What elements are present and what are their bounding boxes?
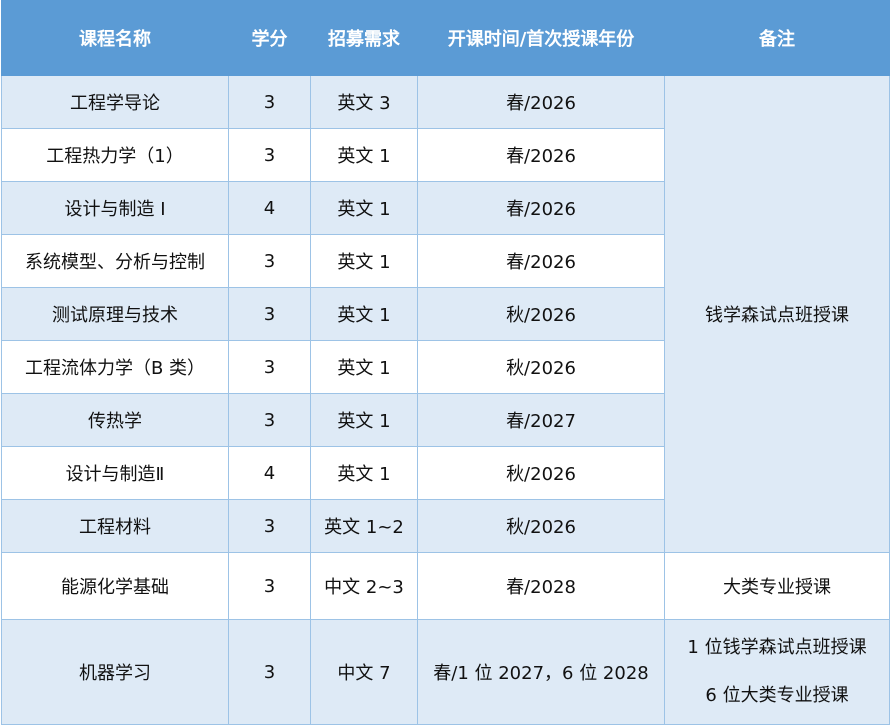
cell-name: 设计与制造Ⅱ (1, 446, 229, 500)
cell-time: 春/2026 (417, 75, 665, 129)
cell-credit: 3 (228, 619, 311, 725)
table-row: 工程学导论 3 英文 3 春/2026 钱学森试点班授课 (1, 75, 890, 553)
cell-name: 传热学 (1, 393, 229, 447)
table-row: 设计与制造Ⅱ 4 英文 1 秋/2026 (1, 446, 890, 500)
cell-note: 1 位钱学森试点班授课 6 位大类专业授课 (664, 619, 890, 725)
table-row: 系统模型、分析与控制 3 英文 1 春/2026 (1, 234, 890, 288)
table-row: 工程热力学（1） 3 英文 1 春/2026 (1, 128, 890, 182)
cell-time: 春/2028 (417, 552, 665, 620)
cell-credit: 3 (228, 287, 311, 341)
cell-credit: 4 (228, 181, 311, 235)
cell-credit: 3 (228, 75, 311, 129)
cell-credit: 3 (228, 234, 311, 288)
cell-credit: 3 (228, 128, 311, 182)
cell-time: 秋/2026 (417, 499, 665, 553)
cell-note-merged: 钱学森试点班授课 (664, 75, 890, 553)
cell-time: 秋/2026 (417, 287, 665, 341)
cell-req: 英文 1 (310, 446, 418, 500)
cell-req: 英文 1 (310, 287, 418, 341)
cell-time: 春/2026 (417, 181, 665, 235)
cell-name: 能源化学基础 (1, 552, 229, 620)
table-row: 能源化学基础 3 中文 2~3 春/2028 大类专业授课 (1, 552, 890, 620)
cell-time: 春/2027 (417, 393, 665, 447)
cell-time: 春/2026 (417, 234, 665, 288)
cell-req: 英文 1~2 (310, 499, 418, 553)
note-line: 6 位大类专业授课 (705, 685, 849, 706)
cell-req: 中文 7 (310, 619, 418, 725)
cell-req: 英文 1 (310, 393, 418, 447)
cell-credit: 3 (228, 552, 311, 620)
cell-req: 中文 2~3 (310, 552, 418, 620)
cell-name: 工程流体力学（B 类） (1, 340, 229, 394)
cell-time: 春/1 位 2027，6 位 2028 (417, 619, 665, 725)
cell-req: 英文 1 (310, 181, 418, 235)
cell-time: 秋/2026 (417, 340, 665, 394)
cell-credit: 3 (228, 393, 311, 447)
cell-credit: 3 (228, 499, 311, 553)
table-row: 工程材料 3 英文 1~2 秋/2026 (1, 499, 890, 553)
table-row: 机器学习 3 中文 7 春/1 位 2027，6 位 2028 1 位钱学森试点班授课 6… (1, 619, 890, 725)
cell-name: 系统模型、分析与控制 (1, 234, 229, 288)
cell-note: 大类专业授课 (664, 552, 890, 620)
header-row: 课程名称 学分 招募需求 开课时间/首次授课年份 备注 (1, 0, 890, 76)
table-row: 测试原理与技术 3 英文 1 秋/2026 (1, 287, 890, 341)
cell-name: 设计与制造 I (1, 181, 229, 235)
cell-req: 英文 1 (310, 234, 418, 288)
table-row: 设计与制造 I 4 英文 1 春/2026 (1, 181, 890, 235)
note-line: 1 位钱学森试点班授课 (687, 637, 867, 658)
header-note: 备注 (664, 0, 890, 76)
table-row: 传热学 3 英文 1 春/2027 (1, 393, 890, 447)
header-course-name: 课程名称 (1, 0, 229, 76)
cell-name: 工程学导论 (1, 75, 229, 129)
header-time: 开课时间/首次授课年份 (417, 0, 665, 76)
cell-name: 工程热力学（1） (1, 128, 229, 182)
header-credit: 学分 (228, 0, 311, 76)
cell-credit: 4 (228, 446, 311, 500)
cell-name: 测试原理与技术 (1, 287, 229, 341)
table-row: 工程流体力学（B 类） 3 英文 1 秋/2026 (1, 340, 890, 394)
cell-time: 春/2026 (417, 128, 665, 182)
cell-time: 秋/2026 (417, 446, 665, 500)
cell-credit: 3 (228, 340, 311, 394)
cell-name: 工程材料 (1, 499, 229, 553)
cell-req: 英文 1 (310, 128, 418, 182)
cell-req: 英文 1 (310, 340, 418, 394)
cell-name: 机器学习 (1, 619, 229, 725)
cell-req: 英文 3 (310, 75, 418, 129)
header-requirement: 招募需求 (310, 0, 418, 76)
